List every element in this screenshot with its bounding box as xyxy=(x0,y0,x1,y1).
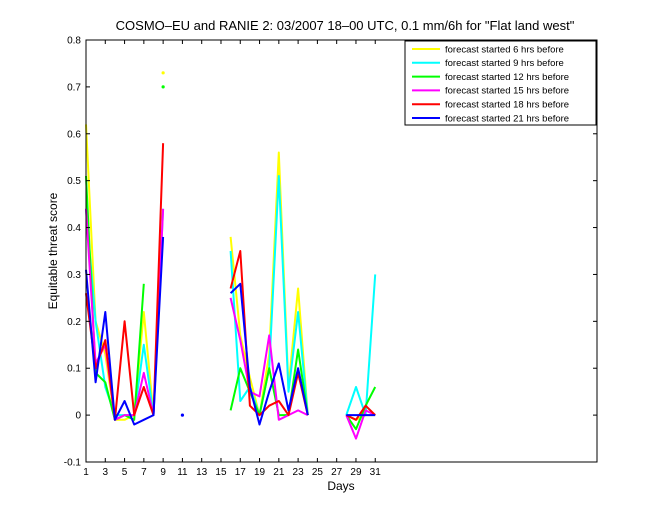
legend-label: forecast started 9 hrs before xyxy=(445,58,564,69)
series-line xyxy=(229,250,309,417)
y-tick-label: 0.8 xyxy=(67,36,81,47)
x-tick-label: 5 xyxy=(122,467,128,478)
x-tick-label: 15 xyxy=(215,467,227,478)
x-tick-label: 3 xyxy=(103,467,109,478)
x-tick-label: 27 xyxy=(331,467,343,478)
x-tick-label: 31 xyxy=(370,467,382,478)
y-tick-label: 0.6 xyxy=(67,129,81,140)
y-tick-label: 0.4 xyxy=(67,223,81,234)
series-line xyxy=(345,409,376,440)
y-tick-label: 0.1 xyxy=(67,364,81,375)
x-tick-label: 29 xyxy=(350,467,362,478)
x-tick-label: 9 xyxy=(160,467,166,478)
chart-title: COSMO–EU and RANIE 2: 03/2007 18–00 UTC,… xyxy=(116,18,575,33)
series-layer xyxy=(85,71,377,440)
x-tick-label: 13 xyxy=(196,467,208,478)
series-line xyxy=(345,274,377,417)
series-line xyxy=(229,297,309,421)
y-tick-label: 0 xyxy=(75,411,81,422)
y-axis-label: Equitable threat score xyxy=(46,192,60,309)
y-tick-label: 0.2 xyxy=(67,317,81,328)
data-point xyxy=(161,71,165,75)
x-tick-label: 17 xyxy=(235,467,247,478)
axes-layer: 1 3 5 7 9 11 13 15 17 19 21 23 25 27 29 31-0.100.10.20.… xyxy=(64,36,597,478)
y-tick-label: 0.3 xyxy=(67,270,81,281)
y-tick-label: 0.5 xyxy=(67,176,81,187)
series-line xyxy=(345,386,377,431)
x-tick-label: 23 xyxy=(293,467,305,478)
x-tick-label: 1 xyxy=(83,467,89,478)
x-tick-label: 7 xyxy=(141,467,147,478)
y-tick-label: 0.7 xyxy=(67,82,81,93)
legend-box xyxy=(404,40,597,126)
legend-label: forecast started 15 hrs before xyxy=(445,86,569,97)
x-axis-label: Days xyxy=(327,479,354,493)
series-line xyxy=(229,348,309,417)
x-tick-label: 11 xyxy=(177,467,188,478)
series-line xyxy=(345,404,376,421)
data-point xyxy=(161,85,165,89)
series-line xyxy=(229,282,309,426)
x-tick-label: 25 xyxy=(312,467,324,478)
x-tick-label: 21 xyxy=(273,467,285,478)
legend-label: forecast started 18 hrs before xyxy=(445,100,569,111)
x-tick-label: 19 xyxy=(254,467,266,478)
data-point xyxy=(180,413,185,417)
legend: forecast started 6 hrs before forecast st… xyxy=(404,40,597,126)
series-line xyxy=(85,236,165,426)
series-6 xyxy=(85,236,376,426)
plot-frame xyxy=(85,39,598,463)
legend-label: forecast started 12 hrs before xyxy=(445,72,569,83)
legend-label: forecast started 6 hrs before xyxy=(445,44,564,55)
y-tick-label: -0.1 xyxy=(64,458,82,469)
legend-label: forecast started 21 hrs before xyxy=(445,113,569,124)
